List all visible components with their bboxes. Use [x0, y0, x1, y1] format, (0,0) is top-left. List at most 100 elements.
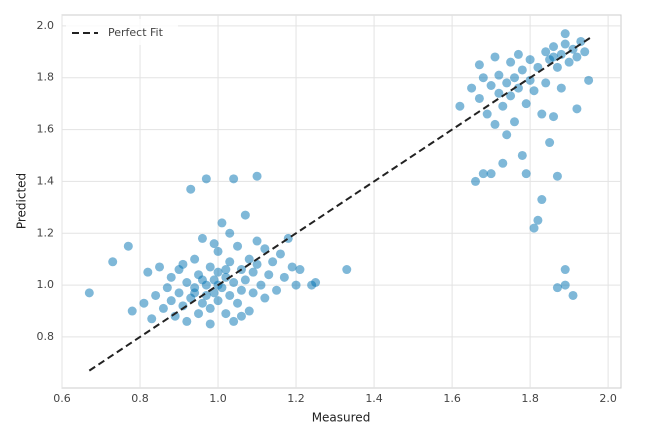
point	[494, 70, 504, 80]
point	[533, 215, 543, 225]
y-tick-label: 0.8	[37, 330, 55, 343]
point	[506, 57, 516, 67]
point	[221, 265, 231, 275]
point	[123, 241, 133, 251]
point	[556, 49, 566, 59]
point	[545, 138, 555, 148]
point	[541, 47, 551, 57]
point	[490, 52, 500, 62]
point	[549, 42, 559, 52]
point	[213, 296, 223, 306]
point	[517, 150, 527, 160]
point	[474, 60, 484, 70]
point	[217, 218, 227, 228]
point	[197, 233, 207, 243]
point	[510, 117, 520, 127]
point	[486, 169, 496, 179]
point	[580, 47, 590, 57]
point	[521, 99, 531, 109]
point	[521, 169, 531, 179]
point	[478, 169, 488, 179]
point	[568, 290, 578, 300]
point	[233, 241, 243, 251]
point	[517, 65, 527, 75]
point	[147, 314, 157, 324]
point	[268, 257, 278, 267]
point	[498, 101, 508, 111]
point	[194, 309, 204, 319]
point	[295, 265, 305, 275]
y-tick-label: 1.8	[37, 71, 55, 84]
point	[455, 101, 465, 111]
point	[467, 83, 477, 93]
point	[162, 283, 172, 293]
point	[272, 285, 282, 295]
point	[552, 171, 562, 181]
point	[533, 62, 543, 72]
point	[513, 83, 523, 93]
point	[225, 290, 235, 300]
point	[311, 278, 321, 288]
point	[490, 119, 500, 129]
point	[190, 254, 200, 264]
point	[572, 104, 582, 114]
point	[213, 246, 223, 256]
legend-label: Perfect Fit	[108, 26, 164, 39]
point	[240, 275, 250, 285]
x-tick-label: 0.8	[131, 392, 149, 405]
point	[139, 298, 149, 308]
point	[236, 311, 246, 321]
point	[225, 228, 235, 238]
point	[205, 319, 215, 329]
point	[178, 259, 188, 269]
y-tick-label: 1.2	[37, 226, 55, 239]
point	[84, 288, 94, 298]
point	[478, 73, 488, 83]
point	[537, 109, 547, 119]
point	[209, 239, 219, 249]
point	[275, 249, 285, 259]
point	[502, 78, 512, 88]
y-axis-title: Predicted	[15, 173, 29, 229]
point	[474, 93, 484, 103]
point	[494, 88, 504, 98]
point	[525, 55, 535, 65]
point	[182, 278, 192, 288]
point	[252, 171, 262, 181]
point	[560, 265, 570, 275]
point	[108, 257, 118, 267]
point	[260, 244, 270, 254]
point	[560, 280, 570, 290]
point	[205, 303, 215, 313]
point	[552, 283, 562, 293]
point	[197, 275, 207, 285]
point	[240, 210, 250, 220]
point	[244, 254, 254, 264]
point	[470, 176, 480, 186]
point	[190, 288, 200, 298]
point	[576, 36, 586, 46]
point	[229, 174, 239, 184]
point	[529, 223, 539, 233]
point	[229, 316, 239, 326]
point	[556, 83, 566, 93]
x-tick-label: 2.0	[599, 392, 617, 405]
point	[244, 306, 254, 316]
point	[260, 293, 270, 303]
point	[127, 306, 137, 316]
point	[584, 75, 594, 85]
point	[201, 174, 211, 184]
point	[166, 296, 176, 306]
point	[552, 62, 562, 72]
point	[155, 262, 165, 272]
point	[264, 270, 274, 280]
point	[560, 29, 570, 39]
point	[209, 288, 219, 298]
fit-line	[88, 35, 594, 372]
point	[560, 39, 570, 49]
point	[174, 288, 184, 298]
x-tick-label: 1.4	[365, 392, 383, 405]
marks	[84, 29, 594, 372]
point	[564, 57, 574, 67]
